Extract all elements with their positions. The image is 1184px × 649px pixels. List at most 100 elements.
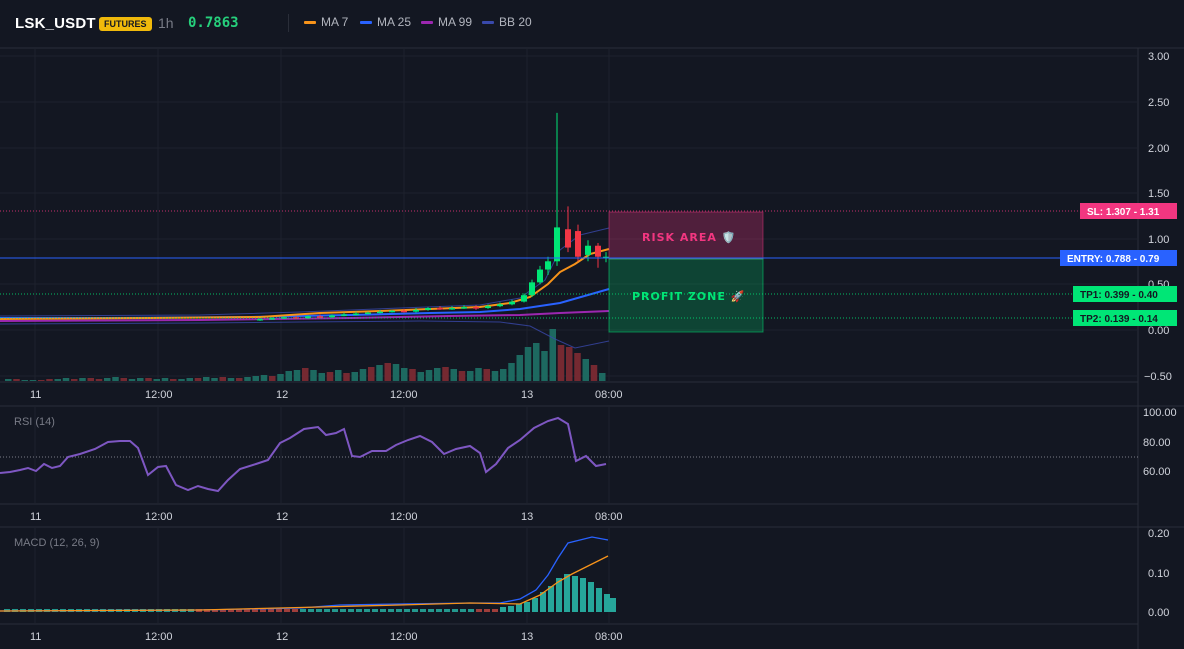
macd-hist-bar (356, 609, 362, 612)
legend-ma99[interactable]: MA 99 (421, 15, 472, 29)
entry-tag-text: ENTRY: 0.788 - 0.79 (1067, 254, 1160, 265)
volume-bar (120, 378, 127, 381)
candle-body (281, 317, 287, 319)
volume-bar (211, 378, 218, 381)
rsi-title: RSI (14) (14, 416, 55, 428)
macd-hist-bar (380, 609, 386, 612)
time-tick: 12:00 (390, 389, 418, 401)
volume-bar (38, 380, 45, 381)
volume-bar (491, 371, 499, 381)
volume-bar (582, 359, 589, 381)
candle-body (353, 313, 359, 316)
time-tick: 08:00 (595, 511, 623, 523)
macd-hist-bar (548, 586, 554, 612)
price-axis: 3.00 2.50 2.00 1.50 1.00 0.50 0.00 −0.50 (1144, 51, 1172, 383)
volume-bar (194, 378, 202, 381)
legend-ma7[interactable]: MA 7 (304, 15, 348, 29)
profit-zone-box[interactable] (608, 258, 764, 333)
macd-hist-bar (580, 578, 586, 612)
candle-body (595, 245, 601, 257)
macd-hist-bar (276, 609, 282, 612)
macd-hist-bar (340, 609, 346, 612)
ma99-line (0, 310, 610, 322)
volume-bar (71, 379, 78, 381)
candle-body (341, 314, 347, 316)
candle-body (521, 295, 527, 302)
volume-histogram (5, 329, 606, 381)
legend-bb20[interactable]: BB 20 (482, 15, 532, 29)
macd-hist-bar (364, 609, 370, 612)
tp2-tag-text: TP2: 0.139 - 0.14 (1080, 314, 1158, 325)
time-tick: 08:00 (595, 389, 623, 401)
timeframe-label[interactable]: 1h (158, 15, 174, 31)
volume-bar (524, 347, 532, 381)
candle-body (585, 245, 591, 255)
volume-bar (302, 368, 309, 381)
macd-hist-bar (524, 602, 530, 612)
macd-hist-bar (604, 594, 610, 612)
macd-time-axis: 11 12:00 12 12:00 13 08:00 (30, 631, 623, 643)
volume-bar (128, 379, 136, 381)
candlesticks[interactable] (257, 112, 609, 321)
candle-body (449, 308, 455, 310)
macd-hist-bar (572, 576, 578, 612)
volume-bar (335, 370, 342, 381)
macd-tick: 0.00 (1148, 607, 1169, 619)
risk-area-box[interactable] (608, 211, 764, 260)
legend-ma25[interactable]: MA 25 (360, 15, 411, 29)
volume-bar (483, 369, 490, 381)
bb-upper-line (0, 227, 610, 317)
macd-hist-bar (516, 604, 522, 612)
tp1-tag (1073, 286, 1177, 302)
volume-bar (203, 377, 210, 381)
legend-label: BB 20 (499, 15, 532, 29)
volume-bar (277, 374, 284, 381)
candle-body (575, 231, 581, 257)
candle-body (293, 317, 299, 319)
candle-body (485, 306, 491, 309)
volume-bar (566, 347, 573, 381)
volume-bar (392, 364, 400, 381)
volume-bar (145, 378, 152, 381)
time-tick: 12 (276, 389, 288, 401)
macd-hist-bar (460, 609, 466, 612)
macd-tick: 0.10 (1148, 568, 1169, 580)
volume-bar (236, 378, 243, 381)
volume-bar (359, 369, 367, 381)
legend-label: MA 99 (438, 15, 473, 29)
macd-hist-bar (484, 609, 490, 612)
time-tick: 12:00 (145, 631, 173, 643)
volume-bar (516, 355, 523, 381)
time-tick: 12 (276, 511, 288, 523)
time-tick: 12:00 (145, 389, 173, 401)
macd-hist-bar (372, 609, 378, 612)
volume-bar (95, 379, 103, 381)
volume-bar (227, 378, 235, 381)
macd-hist-bar (588, 582, 594, 612)
volume-bar (557, 345, 565, 381)
candle-body (377, 311, 383, 314)
symbol-name[interactable]: LSK_USDT (15, 15, 96, 32)
volume-bar (29, 380, 37, 381)
candle-body (257, 319, 263, 321)
candle-body (603, 256, 609, 259)
volume-bar (178, 379, 185, 381)
volume-bar (13, 379, 20, 381)
volume-bar (401, 368, 408, 381)
macd-hist-bar (348, 609, 354, 612)
candle-body (529, 282, 535, 296)
candle-body (437, 308, 443, 310)
macd-hist-bar (610, 598, 616, 612)
price-tick: −0.50 (1144, 371, 1172, 383)
volume-bar (54, 379, 61, 381)
volume-bar (450, 369, 457, 381)
macd-hist-bar (540, 592, 546, 612)
macd-hist-bar (308, 609, 314, 612)
volume-bar (508, 363, 515, 381)
volume-bar (442, 367, 449, 381)
candle-body (497, 304, 503, 307)
candle-body (509, 301, 515, 305)
candle-body (461, 307, 467, 309)
ma25-swatch-icon (360, 20, 372, 24)
